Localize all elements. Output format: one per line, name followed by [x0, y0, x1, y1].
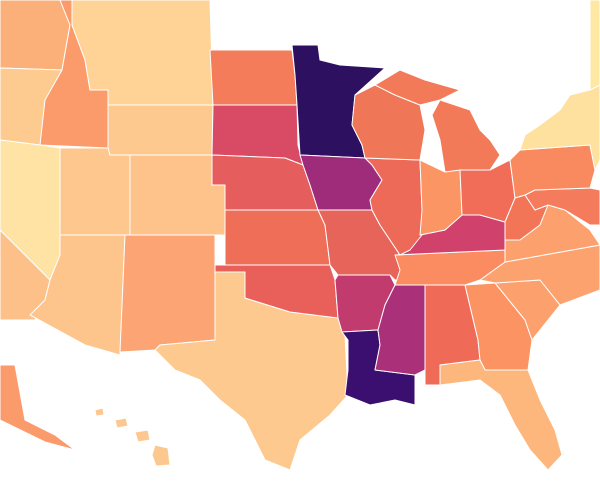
region	[419, 159, 463, 236]
region	[224, 209, 331, 266]
region	[209, 49, 298, 106]
region	[374, 69, 461, 106]
region	[59, 147, 131, 236]
region	[119, 234, 216, 353]
regions	[0, 0, 600, 471]
region	[94, 407, 105, 417]
region	[431, 99, 501, 173]
region	[114, 417, 129, 429]
region	[439, 359, 563, 471]
region	[129, 154, 226, 236]
region	[0, 0, 71, 71]
region	[134, 429, 151, 443]
region	[589, 0, 600, 91]
region	[504, 204, 600, 263]
region	[107, 104, 214, 156]
region	[0, 364, 76, 451]
region	[214, 264, 339, 319]
region	[71, 0, 214, 106]
region	[151, 444, 171, 467]
region	[524, 187, 600, 226]
